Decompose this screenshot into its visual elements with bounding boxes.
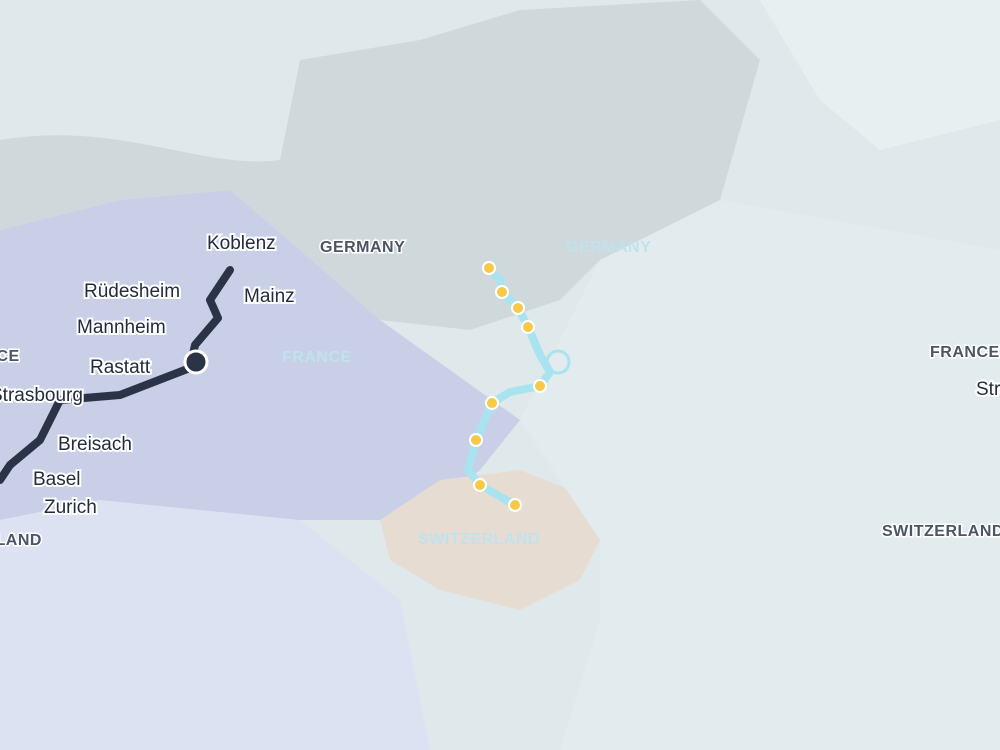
- country-label-faint: GERMANY: [566, 239, 651, 256]
- city-label: Basel: [33, 469, 81, 490]
- country-label: SWITZERLAND: [0, 532, 42, 549]
- city-label: Strasbourg: [976, 379, 1000, 400]
- route-dark: [0, 266, 234, 484]
- land-germany: [0, 0, 760, 330]
- city-label: Breisach: [58, 434, 132, 455]
- country-label-faint: SWITZERLAND: [418, 531, 540, 548]
- land-south-overlay: [0, 500, 430, 750]
- country-label: FRANCE: [930, 344, 1000, 361]
- stops: [469, 261, 547, 512]
- city-label: Rüdesheim: [84, 281, 180, 302]
- ship-icon-faint: [545, 349, 571, 375]
- land-east: [520, 200, 1000, 750]
- city-label: Koblenz: [207, 233, 276, 254]
- country-label-faint: FRANCE: [282, 349, 352, 366]
- city-label: Mainz: [244, 286, 295, 307]
- city-label: Strasbourg: [0, 385, 83, 406]
- city-label: Rastatt: [90, 357, 151, 378]
- country-label: GERMANY: [320, 239, 405, 256]
- land-switzerland: [380, 470, 600, 610]
- city-label: Mannheim: [77, 317, 166, 338]
- country-label: SWITZERLAND: [882, 523, 1000, 540]
- land-overlay: [0, 190, 520, 520]
- country-label: FRANCE: [0, 348, 20, 365]
- land-north: [760, 0, 1000, 150]
- ship-icon: [183, 349, 209, 375]
- city-label: Zurich: [44, 497, 97, 518]
